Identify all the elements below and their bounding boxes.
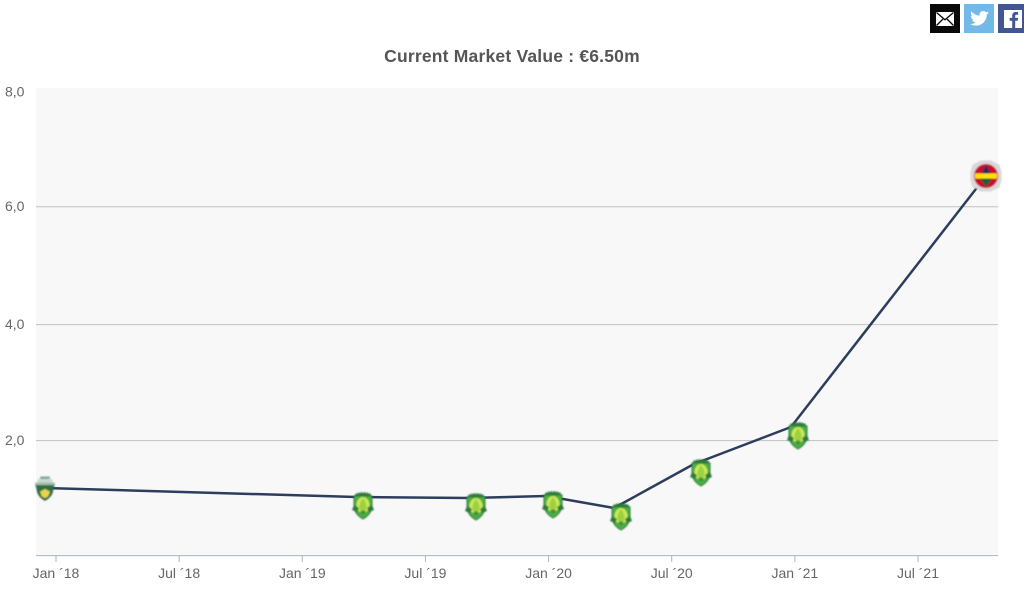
svg-text:6,0: 6,0 xyxy=(5,198,25,214)
svg-text:Jan ´20: Jan ´20 xyxy=(525,565,572,581)
svg-text:8,0: 8,0 xyxy=(5,84,25,100)
svg-text:Jan ´19: Jan ´19 xyxy=(279,565,326,581)
svg-text:4,0: 4,0 xyxy=(5,316,25,332)
svg-text:Jul ´19: Jul ´19 xyxy=(404,565,446,581)
svg-text:Jul ´21: Jul ´21 xyxy=(897,565,939,581)
svg-text:Jan ´18: Jan ´18 xyxy=(33,565,80,581)
svg-text:Jul ´20: Jul ´20 xyxy=(651,565,693,581)
svg-text:Jul ´18: Jul ´18 xyxy=(158,565,200,581)
svg-text:Jan ´21: Jan ´21 xyxy=(772,565,819,581)
svg-text:2,0: 2,0 xyxy=(5,432,25,448)
